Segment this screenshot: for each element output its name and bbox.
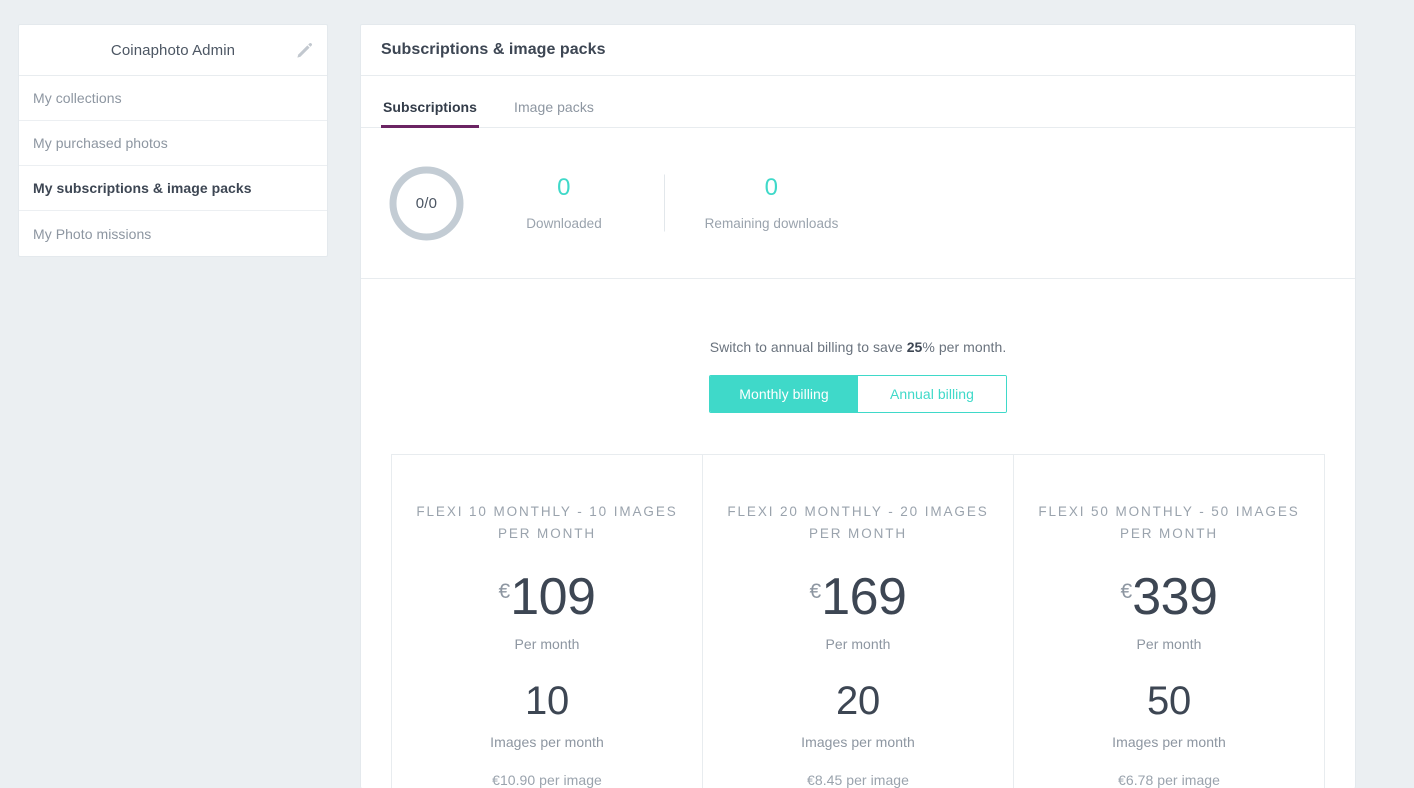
panel-header: Subscriptions & image packs: [361, 25, 1355, 76]
plan-card[interactable]: FLEXI 10 MONTHLY - 10 IMAGES PER MONTH €…: [392, 455, 703, 788]
plan-period: Per month: [514, 635, 580, 652]
plan-unit-price: €8.45 per image: [807, 771, 909, 788]
sidebar: Coinaphoto Admin My collections My purch…: [18, 24, 328, 257]
pencil-icon[interactable]: [291, 37, 317, 63]
app-root: Coinaphoto Admin My collections My purch…: [0, 0, 1414, 745]
annual-billing-label: Annual billing: [890, 386, 974, 402]
plan-price: € 169: [723, 568, 993, 626]
sidebar-title: Coinaphoto Admin: [110, 41, 236, 59]
plan-image-count-label: Images per month: [1112, 733, 1226, 750]
tab-label: Subscriptions: [383, 99, 477, 115]
plan-unit-price: €10.90 per image: [492, 771, 602, 788]
annual-billing-button[interactable]: Annual billing: [858, 376, 1006, 412]
billing-note-suffix: % per month.: [922, 339, 1007, 355]
plan-name: FLEXI 50 MONTHLY - 50 IMAGES PER MONTH: [1038, 504, 1300, 541]
sidebar-item-label: My subscriptions & image packs: [33, 180, 252, 196]
page-title: Subscriptions & image packs: [381, 41, 606, 58]
billing-note-prefix: Switch to annual billing to save: [709, 339, 907, 355]
stat-value: 0: [557, 173, 571, 201]
plan-image-count-label: Images per month: [801, 733, 915, 750]
sidebar-item-label: My collections: [33, 90, 122, 106]
downloads-donut-chart: 0/0: [389, 166, 464, 241]
sidebar-item-label: My Photo missions: [33, 225, 152, 242]
plan-name: FLEXI 20 MONTHLY - 20 IMAGES PER MONTH: [727, 504, 989, 541]
stat-caption: Remaining downloads: [704, 215, 839, 231]
tab-label: Image packs: [514, 99, 594, 115]
sidebar-header: Coinaphoto Admin: [19, 25, 327, 76]
plan-period: Per month: [1136, 635, 1202, 652]
monthly-billing-label: Monthly billing: [739, 386, 829, 402]
plan-image-count: 20: [836, 678, 880, 723]
stat-downloaded: 0 Downloaded: [464, 173, 664, 231]
plan-unit-price: €6.78 per image: [1118, 771, 1220, 788]
main-panel: Subscriptions & image packs Subscription…: [360, 24, 1356, 788]
sidebar-item-my-photo-missions[interactable]: My Photo missions: [19, 211, 327, 256]
plan-amount: 109: [510, 568, 596, 626]
billing-savings-note: Switch to annual billing to save 25% per…: [361, 339, 1355, 355]
usage-stats: 0/0 0 Downloaded 0 Remaining downloads: [361, 128, 1355, 279]
plan-amount: 339: [1132, 568, 1218, 626]
billing-note-percent: 25: [906, 339, 923, 355]
sidebar-item-my-collections[interactable]: My collections: [19, 76, 327, 121]
plan-card-list: FLEXI 10 MONTHLY - 10 IMAGES PER MONTH €…: [391, 454, 1325, 788]
currency-symbol: €: [1120, 580, 1133, 603]
plan-amount: 169: [821, 568, 907, 626]
plan-price: € 339: [1034, 568, 1304, 626]
tab-image-packs[interactable]: Image packs: [512, 99, 596, 127]
stat-value: 0: [764, 173, 779, 201]
plan-name: FLEXI 10 MONTHLY - 10 IMAGES PER MONTH: [416, 504, 678, 541]
billing-period-toggle: Monthly billing Annual billing: [709, 375, 1007, 413]
sidebar-nav: My collections My purchased photos My su…: [19, 76, 327, 256]
sidebar-item-my-subscriptions-image-packs[interactable]: My subscriptions & image packs: [19, 166, 327, 211]
monthly-billing-button[interactable]: Monthly billing: [710, 376, 858, 412]
plan-period: Per month: [825, 635, 891, 652]
sidebar-item-label: My purchased photos: [33, 135, 168, 151]
donut-label: 0/0: [415, 194, 438, 212]
billing-section: Switch to annual billing to save 25% per…: [361, 279, 1355, 413]
tab-subscriptions[interactable]: Subscriptions: [381, 99, 479, 128]
plan-image-count: 50: [1147, 678, 1191, 723]
plan-card[interactable]: FLEXI 20 MONTHLY - 20 IMAGES PER MONTH €…: [703, 455, 1014, 788]
currency-symbol: €: [498, 580, 511, 603]
stat-remaining-downloads: 0 Remaining downloads: [664, 173, 879, 231]
plan-card[interactable]: FLEXI 50 MONTHLY - 50 IMAGES PER MONTH €…: [1014, 455, 1324, 788]
stat-caption: Downloaded: [526, 215, 602, 231]
plan-image-count: 10: [525, 678, 569, 723]
currency-symbol: €: [809, 580, 822, 603]
tab-bar: Subscriptions Image packs: [361, 76, 1355, 128]
plan-image-count-label: Images per month: [490, 733, 604, 750]
plan-price: € 109: [412, 568, 682, 626]
sidebar-item-my-purchased-photos[interactable]: My purchased photos: [19, 121, 327, 166]
